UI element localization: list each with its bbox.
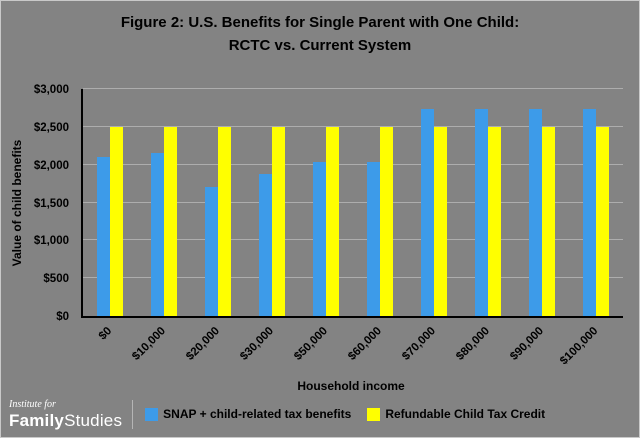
x-tick-label: $90,000 <box>508 325 547 363</box>
bar-series-1-group-0 <box>110 126 123 316</box>
bar-series-0-group-9 <box>583 108 596 316</box>
legend-swatch-yellow <box>367 407 381 421</box>
chart-title-line1: Figure 2: U.S. Benefits for Single Paren… <box>120 14 520 31</box>
gridline <box>83 163 623 165</box>
legend-item-snap: SNAP + child-related tax benefits <box>145 407 351 421</box>
legend: SNAP + child-related tax benefits Refund… <box>145 407 545 421</box>
x-tick-label: $80,000 <box>454 325 493 363</box>
plot-area <box>81 88 623 318</box>
x-tick-label: $0 <box>96 325 115 343</box>
ifs-logo: Institute for FamilyStudies <box>9 398 134 429</box>
logo-institute-for: Institute for <box>9 398 56 410</box>
y-tick-label: $3,000 <box>33 84 69 96</box>
bar-series-0-group-3 <box>259 173 272 316</box>
y-tick-label: $1,000 <box>33 235 69 248</box>
footer: Institute for FamilyStudies SNAP + child… <box>9 396 635 432</box>
gridline <box>83 125 623 127</box>
x-axis-title: Household income <box>297 379 405 393</box>
bar-series-1-group-9 <box>596 126 609 316</box>
chart-title-line2: RCTC vs. Current System <box>228 37 412 55</box>
legend-label-rctc: Refundable Child Tax Credit <box>385 407 546 421</box>
legend-label-snap: SNAP + child-related tax benefits <box>163 407 352 421</box>
bar-series-0-group-5 <box>367 161 380 316</box>
gridline <box>83 277 623 279</box>
legend-swatch-blue <box>145 407 159 421</box>
x-tick-label: $100,000 <box>558 325 601 368</box>
x-tick-label: $10,000 <box>130 325 169 363</box>
bar-series-1-group-1 <box>164 126 177 316</box>
bar-series-0-group-7 <box>475 109 488 316</box>
y-tick-label: $2,000 <box>33 159 69 172</box>
bar-series-0-group-2 <box>205 187 218 316</box>
bar-series-1-group-7 <box>488 126 501 316</box>
logo-family-studies: FamilyStudies <box>9 412 122 429</box>
y-tick-label: $500 <box>43 273 69 286</box>
x-axis-tick-labels: $0 $10,000 $20,000 $30,000 $50,000 $60,000 $70… <box>81 318 621 376</box>
bar-series-1-group-6 <box>434 126 447 316</box>
x-tick-label: $50,000 <box>292 325 331 363</box>
bar-series-0-group-1 <box>151 152 164 316</box>
bar-series-0-group-6 <box>421 109 434 316</box>
gridline <box>83 88 623 89</box>
y-tick-label: $2,500 <box>33 121 69 134</box>
logo-studies: Studies <box>64 410 123 430</box>
x-tick-label: $60,000 <box>346 325 385 363</box>
y-axis-tick-labels: $0 $500 $1,000 $1,500 $2,000 $2,500 $3,000 <box>1 84 75 323</box>
bar-series-1-group-2 <box>218 126 231 316</box>
bar-series-1-group-4 <box>326 126 339 316</box>
gridline <box>83 201 623 203</box>
x-tick-label: $30,000 <box>238 325 277 363</box>
bar-series-1-group-8 <box>542 126 555 316</box>
chart-title: Figure 2: U.S. Benefits for Single Paren… <box>1 11 639 58</box>
logo-family: Family <box>9 410 65 430</box>
y-tick-label: $1,500 <box>33 197 69 210</box>
legend-item-rctc: Refundable Child Tax Credit <box>367 407 545 421</box>
gridline <box>83 239 623 241</box>
x-tick-label: $20,000 <box>184 325 223 363</box>
bar-series-0-group-0 <box>97 157 110 316</box>
bar-series-0-group-8 <box>529 109 542 316</box>
x-tick-label: $70,000 <box>400 325 439 363</box>
bar-series-1-group-5 <box>380 126 393 316</box>
bar-series-0-group-4 <box>313 161 326 316</box>
bar-series-1-group-3 <box>272 126 285 316</box>
y-tick-label: $0 <box>56 311 69 323</box>
